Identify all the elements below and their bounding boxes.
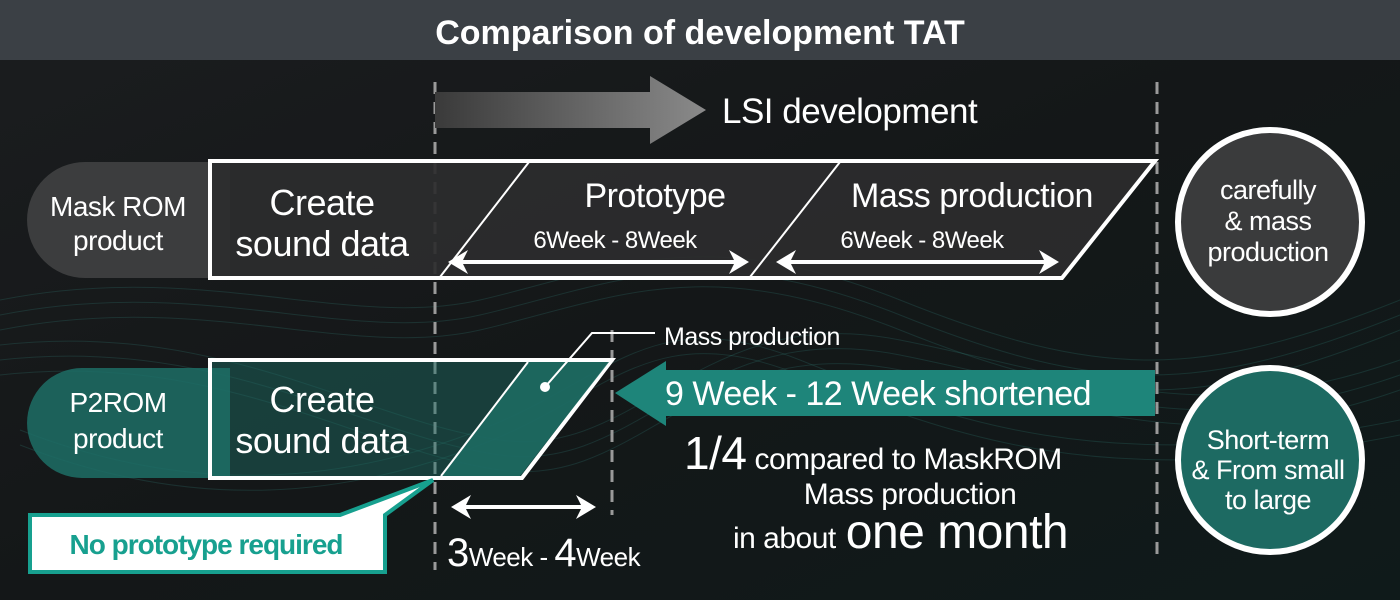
one-month-text: one month	[846, 506, 1068, 559]
mask-circle-line-1: carefully	[1220, 175, 1317, 205]
duration-num-1: 3	[447, 531, 469, 575]
p2rom-mass-production-label: Mass production	[664, 323, 840, 351]
p2rom-mass-production-segment	[441, 362, 609, 476]
p2rom-create-line-2: sound data	[235, 420, 410, 461]
mask-circle-line-3: production	[1207, 237, 1328, 267]
ratio-line: 1/4 compared to MaskROM	[684, 427, 1062, 479]
p2rom-pill	[27, 368, 231, 478]
mass-production-leader-line	[544, 332, 655, 388]
p2rom-summary-circle	[1175, 365, 1365, 555]
shortened-label: 9 Week - 12 Week shortened	[665, 375, 1091, 413]
duration-sep: -	[533, 542, 555, 572]
mass-production-divider	[749, 161, 841, 278]
prototype-duration: 6Week - 8Week	[533, 227, 698, 254]
no-prototype-text: No prototype required	[69, 529, 342, 560]
mass-production-label: Mass production	[851, 177, 1093, 215]
mass-production-line: Mass production	[804, 478, 1017, 511]
mask-rom-pill	[27, 162, 231, 278]
mask-circle-line-2: & mass	[1224, 206, 1311, 236]
mask-create-line-1: Create	[269, 182, 374, 223]
compared-text: compared to MaskROM	[754, 443, 1061, 476]
p2rom-circle-line-1: Short-term	[1207, 425, 1330, 455]
mask-rom-label-1: Mask ROM	[50, 191, 186, 222]
duration-num-2: 4	[554, 531, 576, 575]
no-prototype-callout	[28, 478, 435, 574]
mask-rom-label-2: product	[73, 225, 164, 256]
mass-duration: 6Week - 8Week	[840, 227, 1005, 254]
mask-rom-timeline-box	[208, 159, 1160, 280]
lsi-development-arrow	[435, 76, 706, 144]
lsi-development-label: LSI development	[722, 92, 978, 131]
p2rom-duration: 3Week - 4Week	[447, 531, 642, 575]
p2rom-label-1: P2ROM	[69, 387, 166, 418]
p2rom-label-2: product	[73, 423, 164, 454]
duration-unit-2: Week	[576, 542, 641, 572]
prototype-label: Prototype	[584, 177, 725, 215]
p2rom-divider	[440, 361, 529, 477]
in-about-text: in about	[733, 522, 837, 555]
p2rom-circle-line-3: to large	[1225, 485, 1311, 515]
p2rom-create-line-1: Create	[269, 379, 374, 420]
one-month-line: in about one month	[733, 506, 1068, 559]
mask-rom-summary-circle	[1175, 127, 1365, 317]
title-bar	[0, 0, 1400, 60]
shortened-arrow	[615, 361, 1155, 426]
diagram-title: Comparison of development TAT	[435, 14, 965, 52]
duration-unit-1: Week	[469, 542, 534, 572]
ratio-value: 1/4	[684, 427, 746, 479]
p2rom-circle-line-2: & From small	[1191, 455, 1344, 485]
mask-create-line-2: sound data	[235, 223, 410, 264]
